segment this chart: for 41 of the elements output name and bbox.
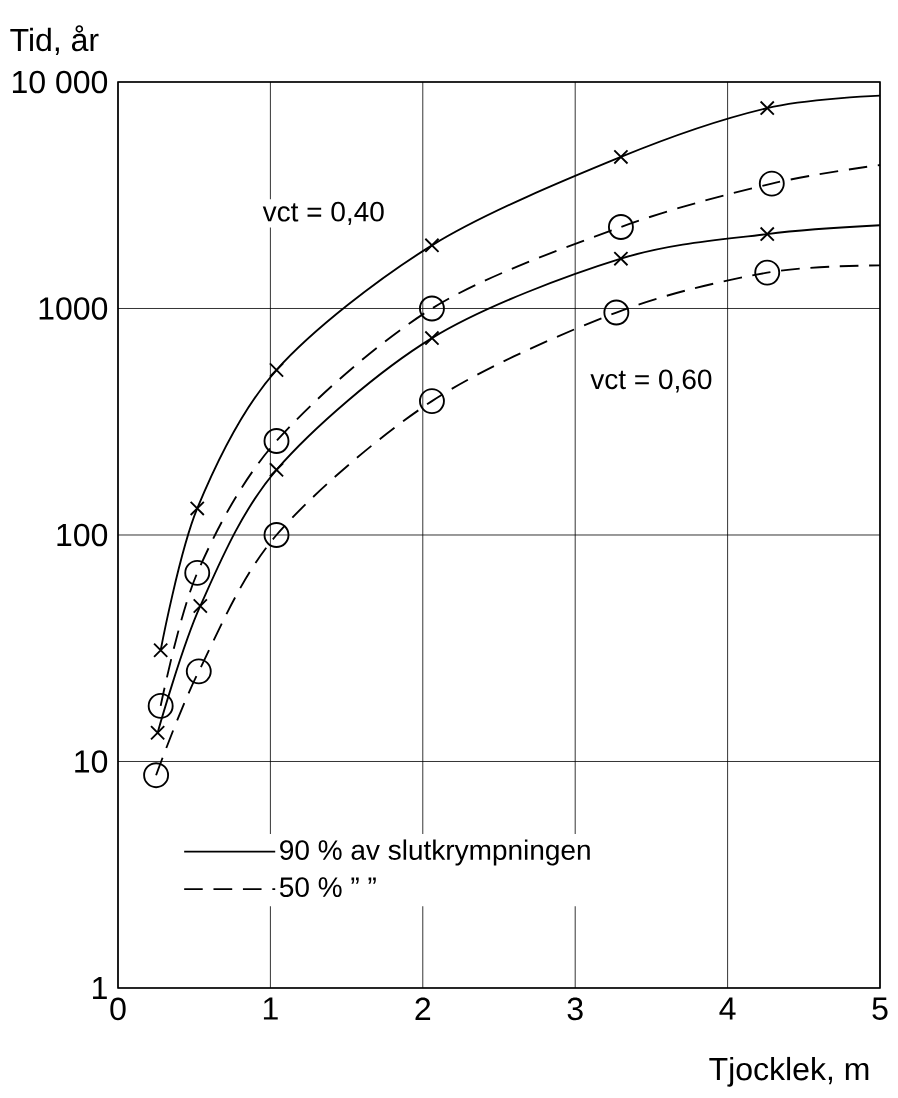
point bbox=[613, 251, 629, 267]
point bbox=[263, 522, 290, 548]
point bbox=[424, 330, 440, 346]
point bbox=[192, 598, 208, 614]
point bbox=[268, 462, 284, 478]
point bbox=[149, 725, 166, 741]
x-axis-title: Tjocklek, m bbox=[709, 1056, 869, 1087]
point bbox=[147, 692, 174, 719]
annotation: vct = 0,40 bbox=[262, 201, 384, 225]
x-tick-label: 5 bbox=[872, 997, 888, 1020]
point bbox=[184, 560, 211, 586]
legend-label: 50 % ” ” bbox=[279, 877, 376, 898]
y-tick-label: 10 bbox=[75, 750, 108, 773]
point bbox=[759, 100, 775, 116]
point bbox=[418, 295, 445, 322]
annotation: vct = 0,60 bbox=[590, 369, 712, 393]
x-tick-label: 3 bbox=[567, 997, 583, 1021]
point bbox=[153, 642, 169, 658]
point bbox=[607, 214, 634, 240]
y-tick-label: 100 bbox=[57, 523, 108, 547]
y-tick-label: 1 bbox=[92, 976, 107, 999]
x-tick-label: 0 bbox=[110, 997, 126, 1021]
point bbox=[603, 299, 630, 326]
x-tick-label: 1 bbox=[263, 997, 278, 1020]
point bbox=[263, 428, 290, 454]
x-tick-label: 4 bbox=[719, 997, 736, 1020]
point bbox=[424, 237, 440, 253]
point bbox=[418, 388, 445, 415]
point bbox=[268, 362, 284, 378]
point bbox=[758, 170, 785, 197]
point bbox=[754, 259, 781, 286]
point bbox=[759, 226, 775, 242]
point bbox=[143, 762, 169, 789]
point bbox=[613, 149, 629, 165]
y-tick-label: 1000 bbox=[39, 297, 108, 320]
x-tick-label: 2 bbox=[415, 997, 430, 1020]
y-axis-title: Tid, år bbox=[10, 25, 99, 56]
legend-label: 90 % av slutkrympningen bbox=[280, 839, 590, 866]
y-tick-label: 10 000 bbox=[12, 70, 107, 94]
point bbox=[185, 658, 212, 685]
point bbox=[189, 500, 205, 516]
